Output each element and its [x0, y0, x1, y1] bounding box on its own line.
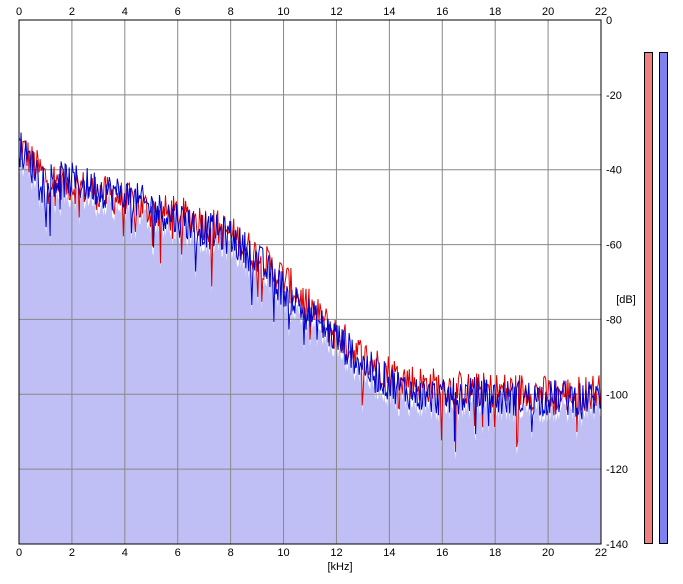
y-tick-label: -140	[606, 539, 628, 551]
x-tick-top: 16	[436, 6, 448, 18]
x-tick-top: 12	[330, 6, 342, 18]
level-meter-right	[659, 52, 668, 544]
series-lines	[18, 132, 602, 452]
spectrum-area	[19, 147, 601, 544]
y-tick-label: -120	[606, 464, 628, 476]
x-tick-top: 8	[228, 6, 234, 18]
x-tick-bottom: 16	[436, 547, 448, 559]
x-tick-bottom: 10	[277, 547, 289, 559]
y-tick-label: -60	[606, 240, 622, 252]
x-tick-top: 6	[175, 6, 181, 18]
y-tick-label: -20	[606, 90, 622, 102]
x-tick-bottom: 14	[383, 547, 395, 559]
y-axis-label: [dB]	[616, 294, 636, 306]
x-tick-bottom: 4	[122, 547, 128, 559]
y-tick-label: -80	[606, 314, 622, 326]
x-tick-top: 10	[277, 6, 289, 18]
x-tick-bottom: 18	[489, 547, 501, 559]
x-tick-top: 14	[383, 6, 395, 18]
y-tick-label: 0	[606, 15, 612, 27]
x-tick-bottom: 0	[16, 547, 22, 559]
x-tick-bottom: 12	[330, 547, 342, 559]
x-tick-top: 2	[69, 6, 75, 18]
y-tick-label: -40	[606, 165, 622, 177]
x-tick-top: 22	[595, 6, 607, 18]
plot-frame	[18, 19, 602, 545]
x-tick-bottom: 8	[228, 547, 234, 559]
y-tick-label: -100	[606, 389, 628, 401]
level-meter-left	[644, 52, 653, 544]
x-tick-bottom: 20	[542, 547, 554, 559]
x-tick-top: 4	[122, 6, 128, 18]
x-tick-top: 18	[489, 6, 501, 18]
x-tick-top: 0	[16, 6, 22, 18]
x-tick-bottom: 2	[69, 547, 75, 559]
x-axis-label: [kHz]	[327, 561, 352, 573]
spectrum-fill	[19, 147, 601, 544]
series-line-2	[18, 132, 602, 442]
x-tick-top: 20	[542, 6, 554, 18]
x-tick-bottom: 6	[175, 547, 181, 559]
tick-labels: 002244668810101212141416161818202022220-…	[16, 6, 628, 559]
x-tick-bottom: 22	[595, 547, 607, 559]
